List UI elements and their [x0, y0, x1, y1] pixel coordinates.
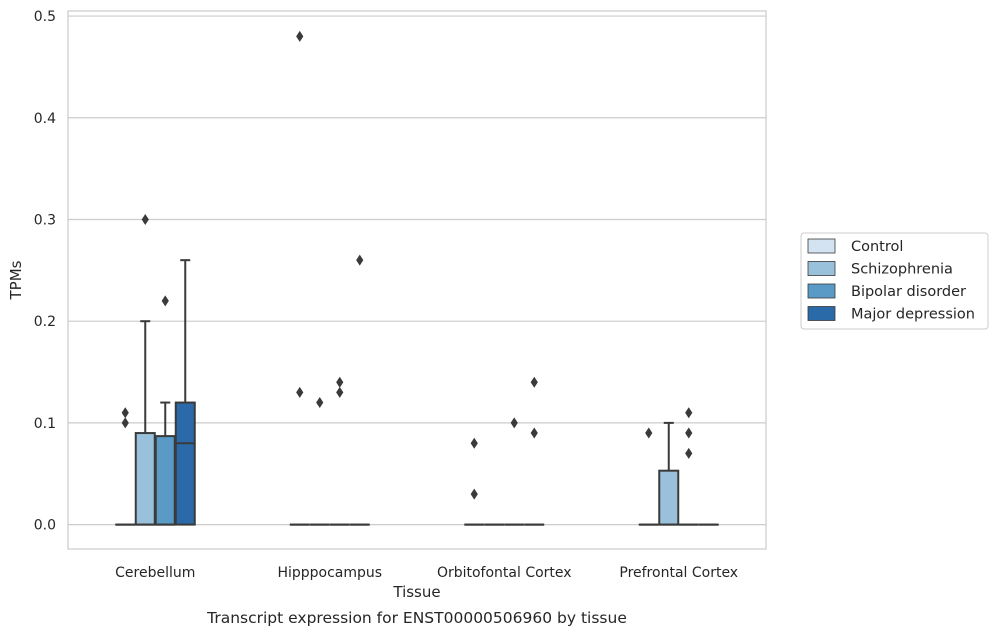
box-group [658, 421, 680, 526]
box-group [134, 213, 156, 526]
box [174, 401, 196, 526]
y-axis-ticks: 0.0 0.1 0.2 0.3 0.4 0.5 [34, 9, 56, 534]
outlier-point [530, 427, 538, 439]
outlier-point [685, 427, 693, 439]
outlier-point [316, 397, 324, 409]
legend-swatch [807, 283, 836, 299]
outlier-point [296, 30, 304, 42]
chart-title: Transcript expression for ENST0000050696… [206, 609, 627, 627]
outlier-point [336, 376, 344, 388]
box-group [289, 30, 310, 526]
y-tick-label: 0.3 [34, 212, 56, 228]
outlier-point [141, 213, 149, 225]
outlier-point [470, 488, 478, 500]
y-tick-label: 0.4 [34, 111, 56, 127]
legend-item: Bipolar disorder [807, 283, 966, 300]
legend-item: Major depression [807, 306, 975, 323]
box-group [678, 407, 699, 526]
box-group [309, 397, 330, 526]
x-tick-label: Orbitofontal Cortex [437, 565, 572, 581]
x-tick-label: Prefrontal Cortex [619, 565, 738, 581]
y-tick-label: 0.5 [34, 9, 56, 25]
x-tick-label: Hipppocampus [277, 565, 382, 581]
outlier-point [645, 427, 653, 439]
box [134, 432, 156, 526]
outlier-point [296, 386, 304, 398]
box-group [174, 259, 196, 526]
outlier-point [510, 417, 518, 429]
outlier-point [470, 437, 478, 449]
legend-item: Schizophrenia [807, 261, 953, 278]
box-group [504, 417, 525, 526]
legend-swatch [807, 238, 836, 254]
x-axis-ticks: Cerebellum Hipppocampus Orbitofontal Corte… [115, 565, 738, 581]
box-group [638, 427, 659, 526]
legend-label: Major depression [851, 307, 975, 323]
legend-swatch [807, 306, 836, 321]
outlier-point [121, 407, 129, 419]
y-tick-label: 0.0 [34, 518, 56, 534]
box-group [524, 376, 545, 526]
plot-area-frame [67, 10, 767, 550]
legend-frame [800, 232, 989, 330]
legend-label: Schizophrenia [851, 262, 953, 278]
y-tick-label: 0.1 [34, 416, 56, 432]
outlier-point [336, 386, 344, 398]
y-axis-label: TPMs [7, 260, 25, 300]
box-group [349, 254, 370, 526]
box-group [329, 376, 350, 526]
legend: Control Schizophrenia Bipolar disorder Majo… [800, 232, 989, 330]
box-group [115, 407, 136, 526]
outlier-point [685, 447, 693, 459]
box-plots [115, 30, 719, 526]
box-group [154, 295, 176, 526]
outlier-point [121, 417, 129, 429]
outlier-point [530, 376, 538, 388]
legend-label: Bipolar disorder [851, 284, 966, 300]
x-tick-label: Cerebellum [115, 565, 195, 581]
outlier-point [161, 295, 169, 307]
legend-swatch [807, 261, 836, 276]
x-axis-label: Tissue [392, 583, 440, 601]
box-group [464, 437, 485, 526]
outlier-point [685, 407, 693, 419]
y-tick-label: 0.2 [34, 314, 56, 330]
legend-label: Control [851, 239, 903, 255]
box [154, 435, 176, 526]
legend-item: Control [807, 238, 903, 255]
box [658, 469, 680, 526]
outlier-point [356, 254, 364, 266]
